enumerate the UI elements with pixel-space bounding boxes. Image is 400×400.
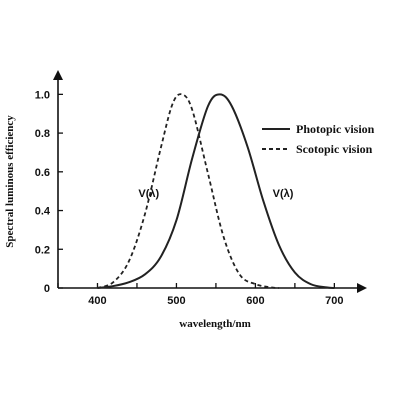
y-tick-label: 0.4 (35, 206, 51, 218)
curve-annotation: V(λ) (138, 188, 159, 200)
y-axis-label: Spectral luminous efficiency (4, 115, 16, 248)
x-tick-label: 500 (167, 295, 185, 307)
x-tick-label: 400 (88, 295, 106, 307)
x-axis-label: wavelength/nm (179, 318, 251, 330)
x-ticks: 400 500 600 700 (57, 283, 344, 307)
photopic-curve (97, 93, 335, 289)
y-tick-label: 0.8 (35, 128, 50, 140)
y-ticks: 0 0.2 0.4 0.6 0.8 1.0 (35, 89, 63, 295)
y-tick-label: 1.0 (35, 89, 50, 101)
scotopic-curve (97, 93, 280, 289)
legend-scotopic-label: Scotopic vision (296, 142, 373, 156)
y-tick-label: 0.2 (35, 244, 50, 256)
x-tick-label: 600 (246, 295, 264, 307)
annotation-layer: V(λ) V(λ) (138, 188, 293, 200)
curve-annotation: V(λ) (273, 188, 294, 200)
y-tick-label: 0 (44, 283, 50, 295)
legend-photopic-label: Photopic vision (296, 122, 375, 136)
series-layer (97, 93, 335, 289)
y-tick-label: 0.6 (35, 167, 50, 179)
axes (53, 70, 367, 293)
legend: Photopic vision Scotopic vision (262, 122, 375, 156)
x-tick-label: 700 (325, 295, 343, 307)
